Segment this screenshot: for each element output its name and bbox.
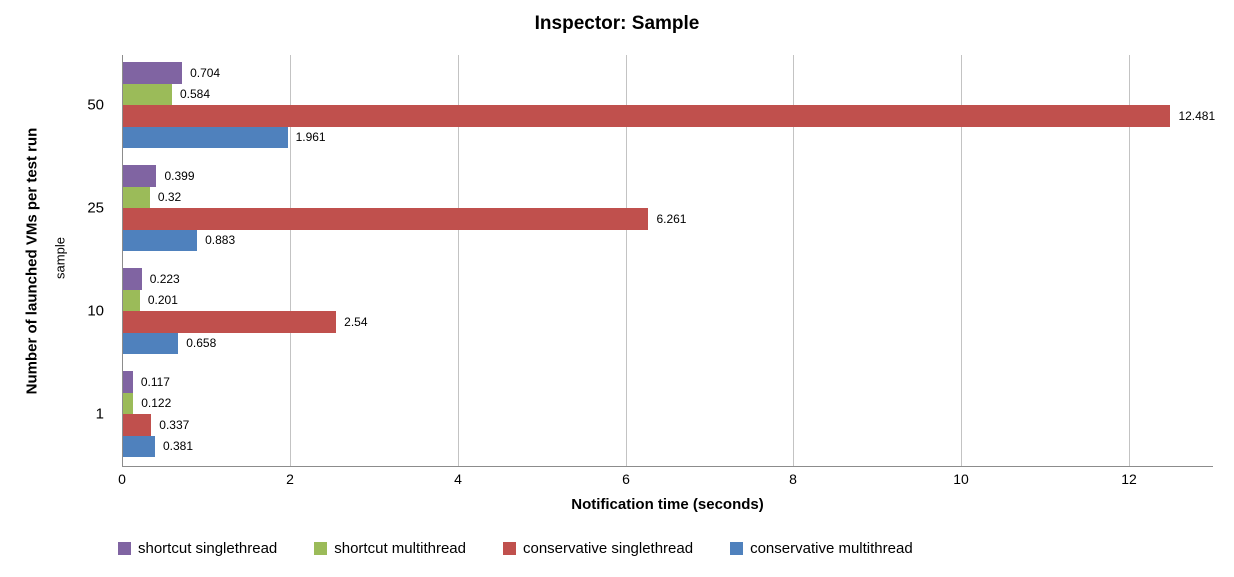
chart-title: Inspector: Sample — [534, 13, 700, 34]
legend-label: conservative multithread — [750, 540, 913, 557]
x-axis-tick-label: 4 — [454, 471, 462, 487]
x-axis-tick-label: 8 — [789, 471, 797, 487]
bar-value-label: 0.337 — [159, 417, 190, 432]
bar-value-label: 0.201 — [147, 293, 178, 308]
legend-swatch-icon — [502, 542, 516, 555]
gridline — [122, 55, 123, 466]
gridline — [793, 55, 794, 466]
y-axis-title: Number of launched VMs per test run — [23, 127, 41, 395]
gridline — [626, 55, 627, 466]
legend-item-conservative-multithread: conservative multithread — [730, 540, 913, 557]
bar-value-label: 0.584 — [180, 87, 211, 102]
y-axis-category-label: 50 — [87, 96, 104, 114]
bar-conservative-multithread-cat-10 — [123, 332, 179, 354]
y-axis-subtitle: sample — [52, 237, 68, 279]
y-axis-category-label: 1 — [95, 405, 104, 423]
legend-label: conservative singlethread — [522, 540, 694, 557]
bar-conservative-singlethread-cat-25 — [123, 208, 649, 230]
bar-value-label: 0.223 — [149, 271, 180, 286]
legend-item-shortcut-singlethread: shortcut singlethread — [118, 540, 277, 557]
bar-value-label: 12.481 — [1178, 108, 1216, 123]
legend-label: shortcut singlethread — [138, 540, 278, 557]
gridline — [290, 55, 291, 466]
bar-shortcut-singlethread-cat-25 — [123, 165, 157, 187]
gridline — [1129, 55, 1130, 466]
x-axis-title: Notification time (seconds) — [571, 496, 764, 513]
bar-shortcut-singlethread-cat-50 — [123, 62, 183, 84]
bar-conservative-multithread-cat-25 — [123, 229, 198, 251]
bar-shortcut-multithread-cat-1 — [123, 392, 134, 414]
bar-value-label: 0.122 — [141, 396, 172, 411]
bar-value-label: 1.961 — [295, 130, 326, 145]
legend-swatch-icon — [118, 542, 131, 555]
bar-value-label: 0.658 — [186, 336, 217, 351]
bar-value-label: 2.54 — [344, 314, 368, 329]
bar-conservative-singlethread-cat-1 — [123, 414, 152, 436]
plot-area: 0.704 0.399 0.223 0.117 0.584 0.32 0.201 0.122 1… — [122, 55, 1216, 467]
y-axis-category-label: 25 — [87, 199, 104, 217]
bar-shortcut-multithread-cat-50 — [123, 83, 172, 105]
bar-shortcut-multithread-cat-25 — [123, 186, 150, 208]
legend-swatch-icon — [314, 542, 328, 555]
legend: shortcut singlethread shortcut multithrea… — [118, 540, 913, 557]
legend-item-conservative-singlethread: conservative singlethread — [502, 540, 694, 557]
x-axis-tick-label: 10 — [953, 471, 969, 487]
bar-conservative-multithread-cat-50 — [123, 126, 288, 148]
bar-value-label: 0.117 — [140, 374, 170, 389]
bar-value-label: 0.399 — [164, 168, 195, 183]
bar-conservative-singlethread-cat-50 — [123, 105, 1171, 127]
x-axis-tick-label: 12 — [1121, 471, 1137, 487]
gridline — [458, 55, 459, 466]
bar-value-label: 0.883 — [205, 233, 236, 248]
bar-value-label: 6.261 — [656, 211, 687, 226]
y-axis-category-label: 10 — [87, 302, 104, 320]
bar-value-label: 0.32 — [157, 190, 182, 205]
bar-shortcut-singlethread-cat-10 — [123, 268, 142, 290]
gridline — [961, 55, 962, 466]
bar-value-label: 0.704 — [190, 65, 221, 80]
legend-swatch-icon — [730, 542, 744, 555]
legend-label: shortcut multithread — [334, 540, 466, 557]
bar-conservative-singlethread-cat-10 — [123, 311, 337, 333]
bar-shortcut-multithread-cat-10 — [123, 289, 140, 311]
x-axis-tick-label: 6 — [622, 471, 630, 487]
x-axis-tick-label: 0 — [118, 471, 126, 487]
x-axis-tick-label: 2 — [286, 471, 294, 487]
bar-conservative-multithread-cat-1 — [123, 435, 155, 457]
bar-value-label: 0.381 — [162, 439, 193, 454]
bar-shortcut-singlethread-cat-1 — [123, 371, 133, 393]
legend-item-shortcut-multithread: shortcut multithread — [314, 540, 466, 557]
